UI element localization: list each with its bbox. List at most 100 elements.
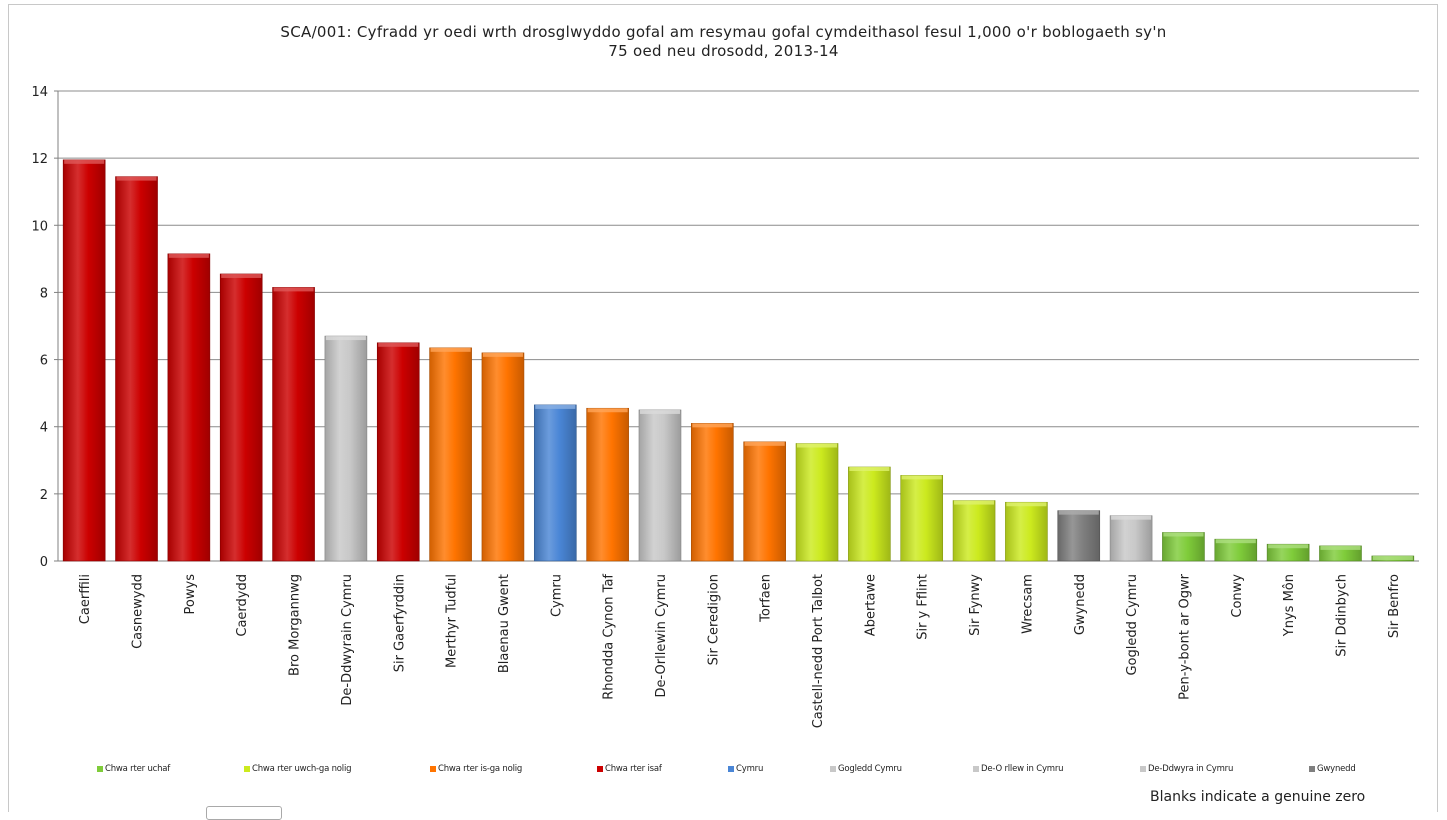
bar-top-highlight bbox=[535, 404, 576, 409]
x-tick-label: De-Orllewin Cymru bbox=[654, 574, 669, 698]
x-tick-label: Caerffili bbox=[78, 574, 93, 624]
x-tick-label: Powys bbox=[183, 574, 198, 615]
x-tick-label: Ynys Môn bbox=[1282, 574, 1297, 637]
bar-14 bbox=[743, 441, 786, 562]
bar-top-highlight bbox=[482, 352, 523, 357]
chart-frame bbox=[8, 4, 1438, 812]
y-tick-label: 8 bbox=[40, 286, 48, 301]
bar-top-highlight bbox=[639, 409, 680, 414]
chart-legend: Chwa rter uchaf Chwa rter uwch-ga nolig Ch… bbox=[0, 764, 1447, 778]
bar-22 bbox=[1162, 532, 1205, 562]
bar-2 bbox=[115, 176, 158, 562]
legend-item-q3: Chwa rter is-ga nolig bbox=[430, 764, 522, 774]
bar-18 bbox=[952, 500, 996, 562]
x-tick-label: Blaenau Gwent bbox=[497, 574, 512, 673]
bar-12 bbox=[638, 409, 682, 562]
bar-top-highlight bbox=[797, 443, 838, 448]
legend-swatch bbox=[728, 766, 734, 772]
bar-top-highlight bbox=[744, 441, 785, 446]
bar-8 bbox=[429, 347, 472, 562]
bar-chart: 0 2 4 6 8 10 12 14 Caerffili Casnewydd Powys Caerd… bbox=[31, 85, 1419, 728]
legend-label: Chwa rter uwch-ga nolig bbox=[252, 764, 352, 774]
legend-swatch bbox=[830, 766, 836, 772]
legend-item-q4: Chwa rter isaf bbox=[597, 764, 662, 774]
legend-item-q2: Chwa rter uwch-ga nolig bbox=[244, 764, 352, 774]
bar-top-highlight bbox=[378, 342, 419, 347]
legend-label: Gwynedd bbox=[1317, 764, 1356, 774]
legend-label: Chwa rter isaf bbox=[605, 764, 662, 774]
chart-title-line-2: 75 oed neu drosodd, 2013-14 bbox=[608, 42, 839, 60]
bar-top-highlight bbox=[273, 287, 314, 292]
bar-top-highlight bbox=[692, 423, 733, 428]
bar-top-highlight bbox=[116, 176, 157, 181]
legend-item-sw: De-O rllew in Cymru bbox=[973, 764, 1064, 774]
x-tick-label: Conwy bbox=[1230, 574, 1245, 618]
sheet-tab-control[interactable] bbox=[206, 806, 282, 820]
bar-10 bbox=[533, 404, 577, 562]
bars bbox=[62, 159, 1415, 562]
x-tick-label: Sir Ddinbych bbox=[1334, 574, 1349, 657]
x-tick-label: Rhondda Cynon Taf bbox=[602, 574, 617, 700]
bar-3 bbox=[167, 253, 211, 562]
bar-top-highlight bbox=[901, 475, 942, 480]
bar-21 bbox=[1109, 515, 1153, 562]
y-tick-label: 2 bbox=[40, 488, 48, 503]
x-tick-label: Abertawe bbox=[863, 574, 878, 636]
x-tick-label: Sir Ceredigion bbox=[706, 574, 721, 665]
x-tick-label: Gwynedd bbox=[1073, 574, 1088, 635]
legend-swatch bbox=[973, 766, 979, 772]
x-tick-label: Merthyr Tudful bbox=[445, 574, 460, 668]
bar-15 bbox=[795, 443, 839, 562]
x-axis-labels: Caerffili Casnewydd Powys Caerdydd Bro Morga… bbox=[78, 573, 1402, 728]
bar-top-highlight bbox=[64, 159, 105, 164]
y-tick-label: 6 bbox=[40, 354, 48, 369]
bar-9 bbox=[481, 352, 525, 562]
legend-swatch bbox=[1309, 766, 1315, 772]
bar-top-highlight bbox=[1006, 502, 1047, 507]
x-tick-label: De-Ddwyrain Cymru bbox=[340, 574, 355, 706]
y-axis-ticks: 0 2 4 6 8 10 12 14 bbox=[31, 85, 48, 570]
bar-top-highlight bbox=[221, 273, 262, 278]
legend-label: Cymru bbox=[736, 764, 764, 774]
bar-17 bbox=[900, 475, 944, 562]
legend-label: Gogledd Cymru bbox=[838, 764, 902, 774]
bar-1 bbox=[62, 159, 106, 562]
legend-label: De-O rllew in Cymru bbox=[981, 764, 1064, 774]
bar-16 bbox=[848, 466, 891, 562]
bar-top-highlight bbox=[1372, 555, 1413, 560]
bar-20 bbox=[1057, 510, 1101, 562]
x-tick-label: Sir y Fflint bbox=[916, 574, 931, 640]
x-tick-label: Wrecsam bbox=[1020, 574, 1035, 634]
chart-title-line-1: SCA/001: Cyfradd yr oedi wrth drosglwydd… bbox=[280, 23, 1167, 41]
legend-item-gwynedd: Gwynedd bbox=[1309, 764, 1356, 774]
bar-5 bbox=[272, 287, 315, 562]
bar-6 bbox=[324, 335, 368, 562]
y-tick-label: 12 bbox=[31, 152, 48, 167]
bar-19 bbox=[1005, 501, 1048, 562]
x-tick-label: Torfaen bbox=[759, 574, 774, 623]
x-tick-label: Cymru bbox=[549, 574, 564, 617]
legend-item-se: De-Ddwyra in Cymru bbox=[1140, 764, 1233, 774]
x-tick-label: Gogledd Cymru bbox=[1125, 574, 1140, 676]
legend-label: Chwa rter uchaf bbox=[105, 764, 171, 774]
x-tick-label: Casnewydd bbox=[131, 574, 146, 649]
bar-top-highlight bbox=[849, 467, 890, 471]
bar-13 bbox=[691, 423, 734, 562]
x-tick-label: Pen-y-bont ar Ogwr bbox=[1177, 573, 1192, 699]
bar-top-highlight bbox=[1268, 544, 1309, 549]
bar-top-highlight bbox=[168, 253, 209, 258]
bar-top-highlight bbox=[1111, 515, 1152, 520]
y-tick-label: 10 bbox=[31, 219, 48, 234]
bar-11 bbox=[586, 407, 629, 562]
x-tick-label: Caerdydd bbox=[235, 574, 250, 637]
bar-top-highlight bbox=[954, 500, 995, 505]
legend-swatch bbox=[1140, 766, 1146, 772]
legend-item-nw: Gogledd Cymru bbox=[830, 764, 902, 774]
y-tick-label: 14 bbox=[31, 85, 48, 100]
legend-swatch bbox=[430, 766, 436, 772]
legend-item-q1: Chwa rter uchaf bbox=[97, 764, 170, 774]
legend-swatch bbox=[597, 766, 603, 772]
y-tick-label: 4 bbox=[40, 421, 48, 436]
x-tick-label: Sir Fynwy bbox=[968, 574, 983, 636]
y-tick-label: 0 bbox=[40, 555, 48, 570]
